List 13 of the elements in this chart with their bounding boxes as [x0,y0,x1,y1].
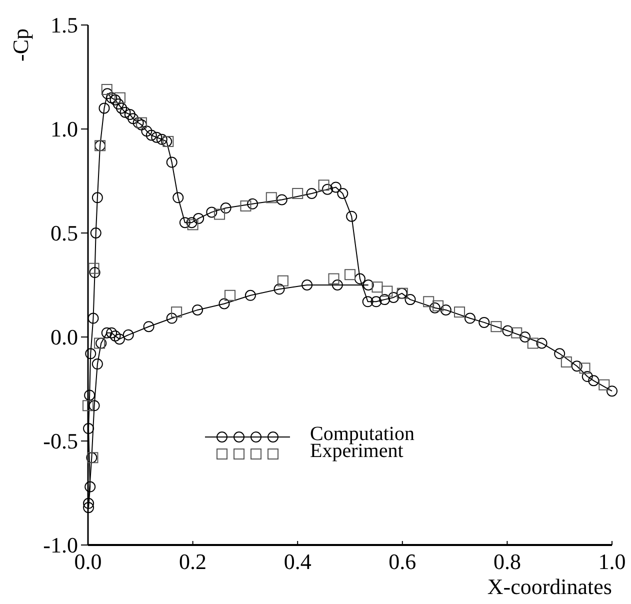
x-tick-label: 0.8 [493,549,521,574]
x-tick-label: 0.2 [179,549,207,574]
y-axis-title: -Cp [8,28,33,62]
x-tick-label: 0.4 [284,549,312,574]
x-tick-label: 1.0 [598,549,626,574]
y-tick-label: 0.5 [50,220,78,246]
y-tick-label: -0.5 [43,428,78,454]
y-tick-label: 1.0 [50,116,78,142]
legend-label: Computation [310,423,414,445]
x-axis-title: X-coordinates [487,574,612,599]
x-tick-label: 0.6 [388,549,416,574]
y-tick-label: 1.5 [50,12,78,38]
y-tick-label: 0.0 [50,324,78,350]
